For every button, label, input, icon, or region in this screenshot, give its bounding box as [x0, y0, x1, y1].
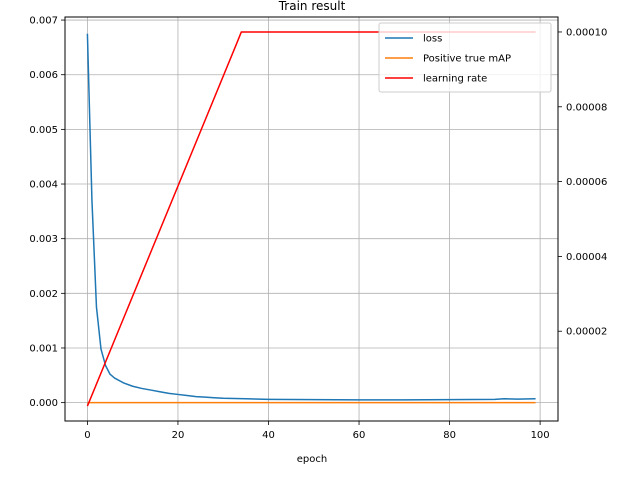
- left-y-tick-label: 0.005: [29, 125, 58, 136]
- right-y-tick-label: 0.00010: [566, 27, 607, 38]
- left-y-tick-label: 0.002: [29, 289, 58, 300]
- left-y-tick-label: 0.006: [29, 70, 58, 81]
- left-y-tick-label: 0.007: [29, 16, 58, 27]
- x-tick-label: 20: [172, 430, 185, 441]
- right-y-tick-label: 0.00008: [566, 102, 607, 113]
- left-y-axis: 0.000 0.001 0.002 0.003 0.004 0.005 0.006 0.007: [29, 16, 65, 409]
- right-y-tick-label: 0.00002: [566, 327, 607, 338]
- legend: loss Positive true mAP learning rate: [378, 22, 552, 93]
- legend-box: [378, 22, 552, 93]
- right-y-axis: 0.00002 0.00004 0.00006 0.00008 0.00010: [558, 27, 607, 338]
- x-axis-label: epoch: [297, 454, 327, 465]
- x-tick-label: 60: [353, 430, 366, 441]
- plot-area: [64, 16, 559, 422]
- legend-label: learning rate: [423, 74, 487, 85]
- chart-title: Train result: [278, 0, 346, 13]
- right-y-tick-label: 0.00006: [566, 177, 607, 188]
- left-y-tick-label: 0.001: [29, 343, 58, 354]
- legend-label: loss: [423, 34, 442, 45]
- x-tick-label: 0: [84, 430, 90, 441]
- left-y-tick-label: 0.003: [29, 234, 58, 245]
- x-tick-label: 80: [443, 430, 456, 441]
- series-line-0: [86, 33, 536, 401]
- legend-label: Positive true mAP: [423, 54, 511, 65]
- left-y-tick-label: 0.004: [29, 180, 58, 191]
- x-tick-label: 100: [531, 430, 550, 441]
- x-tick-label: 40: [262, 430, 275, 441]
- x-axis: 0 20 40 60 80 100: [84, 421, 550, 441]
- left-y-tick-label: 0.000: [29, 398, 58, 409]
- right-y-tick-label: 0.00004: [566, 252, 607, 263]
